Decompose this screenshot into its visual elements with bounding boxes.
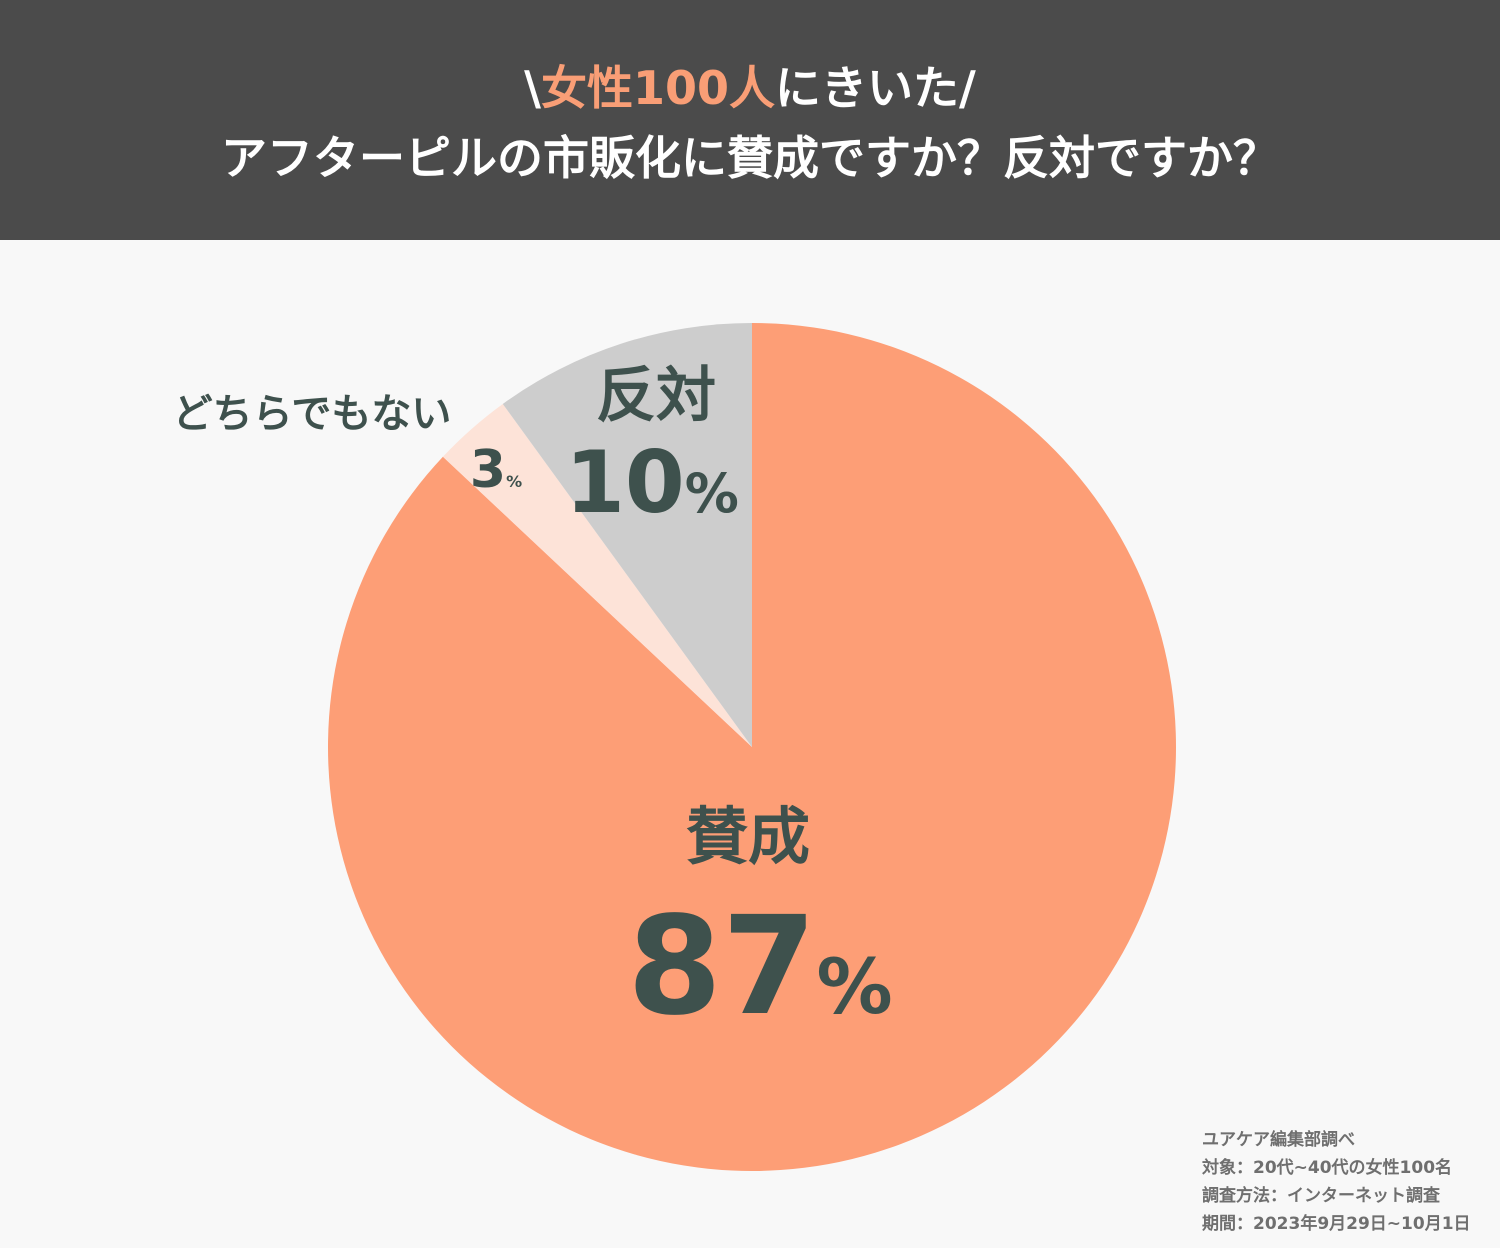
pie-slices bbox=[327, 323, 1176, 1171]
slice-value-hantai: 10% bbox=[565, 433, 739, 533]
header-suffix: にきいた/ bbox=[775, 61, 976, 115]
note-source: ユアケア編集部調べ bbox=[1202, 1130, 1355, 1150]
slice-value-hantai-number: 10 bbox=[565, 433, 685, 533]
slice-value-dochiramonai: 3% bbox=[470, 440, 522, 500]
header-accent-text: 女性100人 bbox=[540, 61, 776, 115]
pie-slice-dochiramonai bbox=[442, 403, 752, 747]
slice-value-sansei-number: 87 bbox=[627, 888, 816, 1046]
slice-value-dochiramonai-number: 3 bbox=[470, 440, 506, 500]
header-title: アフターピルの市販化に賛成ですか？反対ですか？ bbox=[221, 131, 1279, 185]
note-period: 期間：2023年9月29日~10月1日 bbox=[1202, 1214, 1471, 1234]
survey-notes: ユアケア編集部調べ 対象：20代~40代の女性100名 調査方法：インターネット… bbox=[1202, 1126, 1471, 1238]
header-banner: \女性100人にきいた/ アフターピルの市販化に賛成ですか？反対ですか？ bbox=[0, 0, 1500, 240]
slice-value-sansei-unit: % bbox=[817, 942, 893, 1031]
header-subtitle: \女性100人にきいた/ bbox=[0, 58, 1500, 118]
slice-label-hantai: 反対 bbox=[596, 361, 716, 431]
pie-slice-sansei bbox=[327, 323, 1176, 1171]
slice-value-hantai-unit: % bbox=[685, 462, 739, 525]
pie-slice-hantai bbox=[502, 323, 752, 747]
slice-value-sansei: 87% bbox=[627, 888, 892, 1046]
header-prefix: \ bbox=[524, 61, 541, 115]
slice-value-dochiramonai-unit: % bbox=[506, 472, 522, 491]
note-target: 対象：20代~40代の女性100名 bbox=[1202, 1158, 1453, 1178]
slice-label-sansei: 賛成 bbox=[686, 800, 810, 873]
note-method: 調査方法：インターネット調査 bbox=[1202, 1186, 1440, 1206]
slice-label-dochiramonai: どちらでもない bbox=[173, 391, 452, 437]
